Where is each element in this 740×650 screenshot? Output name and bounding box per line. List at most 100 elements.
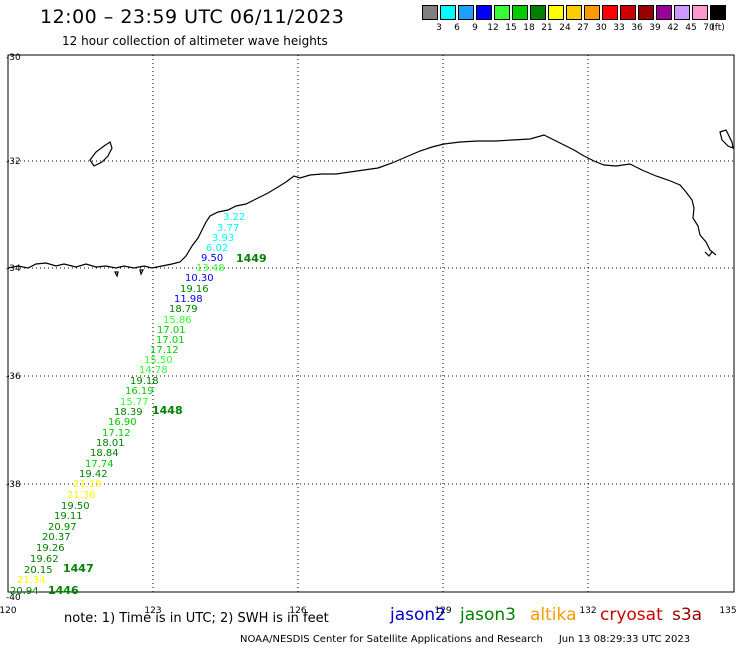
swh-value-label: 19.18	[130, 376, 159, 387]
swh-value-label: 20.37	[42, 532, 71, 543]
satellite-altika: altika	[530, 605, 577, 625]
legend-swatch	[476, 5, 492, 20]
swh-value-label: 10.30	[185, 273, 214, 284]
swh-value-label: 18.39	[114, 407, 143, 418]
swh-value-label: 18.84	[90, 448, 119, 459]
swh-value-label: 20.15	[24, 565, 53, 576]
observation-time-label: 1446	[48, 584, 79, 597]
swh-value-label: 17.12	[102, 428, 131, 439]
lat-label: -38	[6, 480, 21, 490]
lat-label: -34	[6, 264, 21, 274]
legend-tick-label: 9	[472, 23, 478, 33]
swh-value-label: 21.36	[67, 490, 96, 501]
legend-swatch	[422, 5, 438, 20]
legend-swatch	[692, 5, 708, 20]
small-island	[114, 271, 119, 278]
coastline-east-fragment	[719, 129, 734, 149]
satellite-jason2: jason2	[390, 605, 446, 625]
swh-value-label: 21.19	[73, 479, 102, 490]
swh-value-label: 21.34	[17, 575, 46, 586]
credit-text: NOAA/NESDIS Center for Satellite Applica…	[240, 634, 543, 645]
coastline-main	[7, 134, 717, 269]
lon-label: 123	[144, 606, 161, 616]
lat-label: -40	[6, 593, 21, 603]
swh-value-label: 19.50	[61, 501, 90, 512]
lon-label: 120	[0, 606, 17, 616]
legend-tick-label: 15	[505, 23, 517, 33]
swh-value-label: 15.50	[144, 355, 173, 366]
map-title: 12:00 – 23:59 UTC 06/11/2023	[40, 6, 345, 28]
lat-label: -36	[6, 372, 21, 382]
swh-value-label: 19.42	[79, 469, 108, 480]
legend-tick-label: 6	[454, 23, 460, 33]
swh-value-label: 16.19	[125, 386, 154, 397]
legend-tick-label: 45	[685, 23, 697, 33]
legend-tick-label: 36	[631, 23, 643, 33]
swh-value-label: 20.94	[10, 586, 39, 597]
swh-value-label: 18.79	[169, 304, 198, 315]
swh-value-label: 18.01	[96, 438, 125, 449]
legend-swatch	[710, 5, 726, 20]
lon-label: 132	[579, 606, 596, 616]
lat-label: -32	[6, 157, 21, 167]
lon-label: 126	[289, 606, 306, 616]
swh-value-label: 6.02	[206, 243, 228, 254]
australia-south-coastline	[7, 129, 734, 278]
legend-tick-label: 12	[487, 23, 499, 33]
legend-tick-label: (ft)	[711, 23, 725, 33]
swh-value-label: 15.86	[163, 315, 192, 326]
lat-label: -30	[6, 53, 21, 63]
legend-tick-label: 42	[667, 23, 679, 33]
swh-value-label: 3.93	[212, 233, 234, 244]
swh-value-label: 16.90	[108, 417, 137, 428]
legend-swatch	[656, 5, 672, 20]
map-subtitle: 12 hour collection of altimeter wave hei…	[62, 34, 328, 48]
observation-time-label: 1449	[236, 252, 267, 265]
swh-value-label: 14.78	[139, 365, 168, 376]
legend-swatch	[674, 5, 690, 20]
swh-value-label: 3.22	[223, 212, 245, 223]
graticule	[8, 55, 734, 592]
legend-swatch	[638, 5, 654, 20]
map-frame	[7, 54, 735, 593]
swh-value-label: 19.26	[36, 543, 65, 554]
swh-value-label: 19.62	[30, 554, 59, 565]
observation-time-label: 1448	[152, 404, 183, 417]
lon-label: 129	[434, 606, 451, 616]
legend-tick-label: 33	[613, 23, 625, 33]
legend-swatch	[548, 5, 564, 20]
legend-tick-label: 24	[559, 23, 571, 33]
lon-label: 135	[719, 606, 736, 616]
swh-value-label: 19.11	[54, 511, 83, 522]
legend-swatch	[530, 5, 546, 20]
swh-value-label: 17.74	[85, 459, 114, 470]
credit-timestamp: Jun 13 08:29:33 UTC 2023	[558, 634, 691, 645]
swh-value-label: 17.01	[157, 325, 186, 336]
legend-swatch	[602, 5, 618, 20]
swh-value-label: 11.98	[174, 294, 203, 305]
legend-tick-label: 18	[523, 23, 535, 33]
legend-tick-label: 27	[577, 23, 589, 33]
coastline-tip-right	[704, 251, 713, 257]
observation-time-label: 1447	[63, 562, 94, 575]
legend-swatch	[458, 5, 474, 20]
satellite-jason3: jason3	[460, 605, 516, 625]
footer-note: note: 1) Time is in UTC; 2) SWH is in fe…	[64, 611, 329, 626]
legend-swatch	[566, 5, 582, 20]
legend-tick-label: 70	[703, 23, 715, 33]
legend-swatch	[494, 5, 510, 20]
satellite-s3a: s3a	[672, 605, 703, 625]
swh-value-label: 20.97	[48, 522, 77, 533]
offshore-island	[89, 141, 113, 167]
legend-swatch	[440, 5, 456, 20]
swh-value-label: 19.16	[180, 284, 209, 295]
swh-value-label: 17.12	[150, 345, 179, 356]
footer-credit: NOAA/NESDIS Center for Satellite Applica…	[240, 634, 690, 645]
legend-swatch	[620, 5, 636, 20]
swh-value-label: 13.48	[196, 263, 225, 274]
legend-swatch	[584, 5, 600, 20]
legend-tick-label: 21	[541, 23, 553, 33]
satellite-cryosat: cryosat	[600, 605, 663, 625]
swh-value-label: 9.50	[201, 253, 223, 264]
legend-tick-label: 39	[649, 23, 661, 33]
